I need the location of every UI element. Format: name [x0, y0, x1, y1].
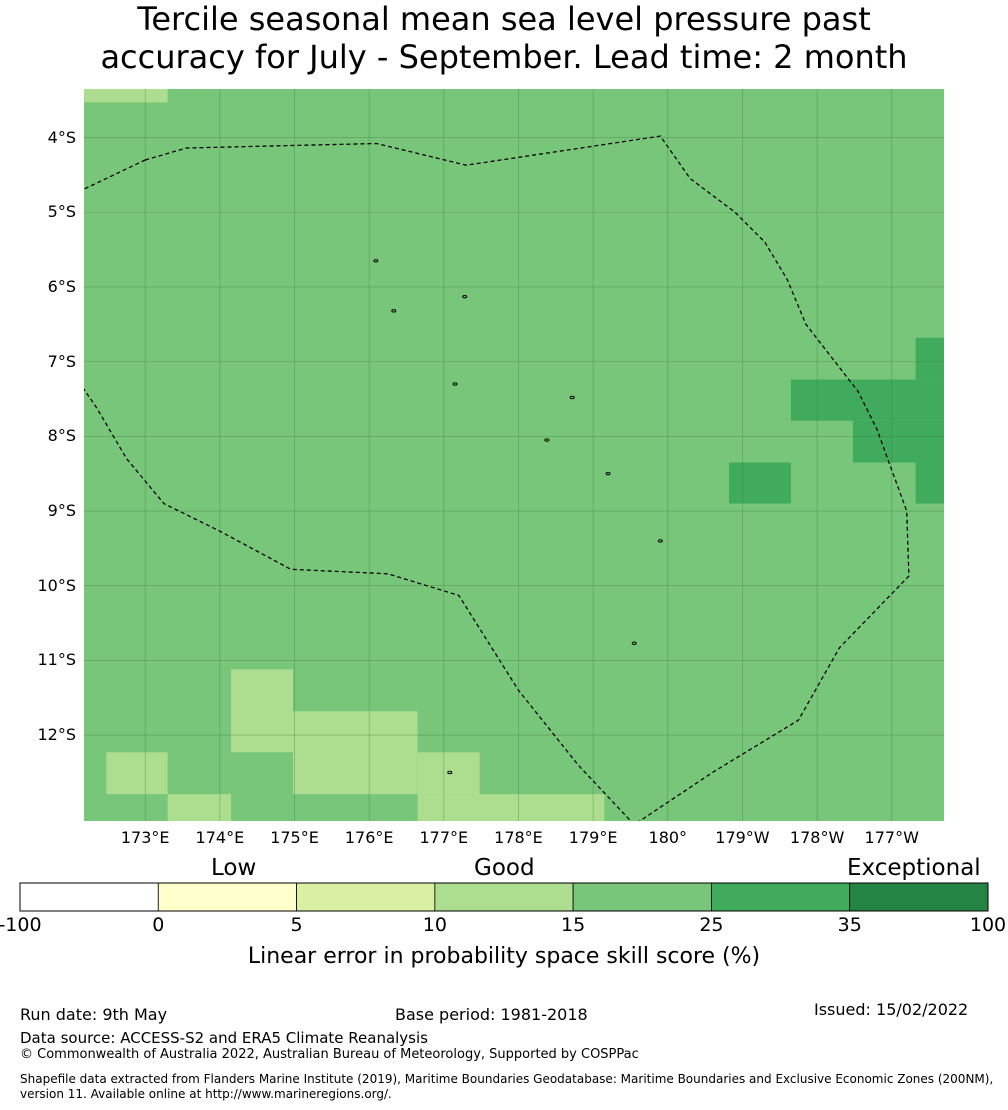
title-line-1: Tercile seasonal mean sea level pressure… — [137, 0, 871, 38]
island-outline — [569, 395, 575, 400]
map-area — [84, 89, 944, 821]
colorbar-segment — [296, 882, 436, 912]
skill-cell — [729, 462, 791, 504]
island-outline — [391, 309, 397, 313]
longitude-label: 174°E — [195, 828, 245, 847]
skill-cell — [915, 337, 944, 380]
data-source: Data source: ACCESS-S2 and ERA5 Climate … — [20, 1029, 428, 1047]
colorbar-tick-label: 0 — [152, 914, 165, 936]
colorbar-segment — [19, 882, 159, 912]
island-outline — [452, 382, 458, 386]
eez-boundary — [84, 135, 910, 821]
longitude-label: 173°E — [120, 828, 170, 847]
colorbar-segment — [849, 882, 989, 912]
run-date: Run date: 9th May — [20, 1005, 168, 1024]
colorbar-segment — [434, 882, 574, 912]
skill-cell — [790, 379, 944, 421]
island-outline — [544, 438, 550, 442]
skill-cell — [293, 711, 418, 795]
category-good: Good — [474, 855, 535, 881]
map-title: Tercile seasonal mean sea level pressure… — [0, 0, 1008, 76]
skill-cell — [106, 752, 168, 795]
colorbar-frame — [19, 882, 989, 912]
longitude-label: 178°E — [494, 828, 543, 847]
latitude-label: 6°S — [47, 276, 76, 296]
skill-cell — [417, 794, 605, 821]
island-outline — [657, 539, 663, 543]
skill-cell — [167, 794, 232, 821]
longitude-label: 179°E — [568, 828, 618, 847]
skill-cell — [84, 89, 168, 103]
map-background — [84, 89, 944, 821]
base-period: Base period: 1981-2018 — [395, 1005, 588, 1024]
island-outline — [631, 641, 637, 645]
title-line-2: accuracy for July - September. Lead time… — [100, 38, 908, 76]
colorbar-segment — [711, 882, 851, 912]
longitude-label: 177°W — [864, 828, 919, 847]
island-outline — [447, 770, 453, 775]
colorbar-tick-label: 25 — [699, 914, 724, 936]
latitude-label: 12°S — [37, 725, 76, 745]
longitude-label: 175°E — [270, 828, 319, 847]
latitude-label: 7°S — [47, 351, 76, 371]
colorbar-tick-label: 15 — [561, 914, 586, 936]
category-exceptional: Exceptional — [847, 855, 981, 881]
latitude-label: 11°S — [37, 650, 76, 670]
issued-date: Issued: 15/02/2022 — [814, 1000, 969, 1019]
longitude-label: 180° — [648, 828, 688, 847]
skill-map — [84, 89, 944, 821]
copyright: © Commonwealth of Australia 2022, Austra… — [20, 1047, 639, 1062]
colorbar-segment — [157, 882, 297, 912]
colorbar-tick-label: 35 — [837, 914, 862, 936]
colorbar-label: Linear error in probability space skill … — [247, 944, 761, 969]
longitude-label: 178°W — [789, 828, 845, 847]
colorbar-tick-label: -100 — [0, 914, 42, 936]
longitude-label: 176°E — [344, 828, 394, 847]
colorbar-tick-label: 100 — [969, 914, 1007, 936]
longitude-label: 179°W — [715, 828, 770, 847]
latitude-label: 5°S — [47, 202, 76, 222]
skill-cell — [231, 669, 294, 753]
skill-cell — [915, 462, 944, 504]
latitude-label: 4°S — [47, 127, 76, 147]
island-outline — [373, 259, 379, 263]
latitude-label: 8°S — [47, 426, 76, 446]
latitude-label: 9°S — [47, 501, 76, 521]
island-outline — [462, 294, 468, 299]
category-low: Low — [211, 855, 257, 881]
skill-cell — [852, 420, 944, 463]
colorbar-tick-label: 10 — [422, 914, 447, 936]
colorbar-tick-label: 5 — [290, 914, 303, 936]
island-outline — [605, 471, 611, 476]
latitude-label: 10°S — [37, 575, 76, 595]
longitude-label: 177°E — [419, 828, 469, 847]
colorbar-segment — [572, 882, 712, 912]
shapefile-credit: Shapefile data extracted from Flanders M… — [20, 1072, 994, 1101]
